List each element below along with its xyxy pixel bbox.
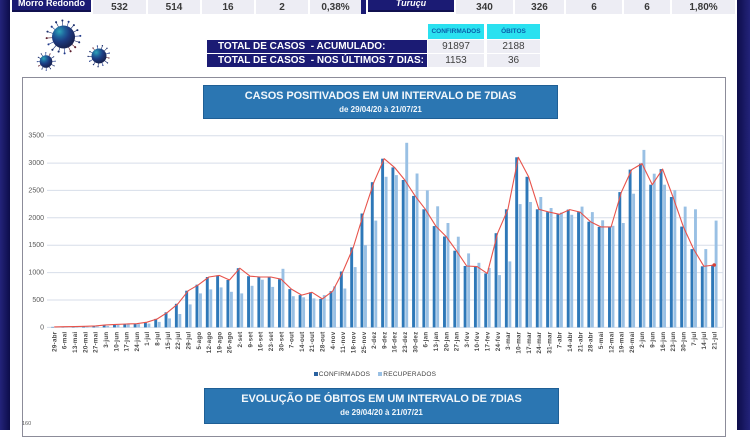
svg-text:15-jul: 15-jul <box>165 332 172 350</box>
svg-text:13-jan: 13-jan <box>433 332 440 352</box>
svg-text:11-nov: 11-nov <box>340 331 347 353</box>
svg-text:2-dez: 2-dez <box>371 332 378 349</box>
svg-text:3-mar: 3-mar <box>505 331 512 350</box>
svg-text:6-mai: 6-mai <box>62 332 69 350</box>
svg-text:2-set: 2-set <box>237 332 244 348</box>
svg-text:24-jun: 24-jun <box>134 332 141 352</box>
svg-text:10-jun: 10-jun <box>113 332 120 352</box>
svg-text:2000: 2000 <box>28 215 44 222</box>
svg-text:21-out: 21-out <box>309 332 316 352</box>
svg-text:7-abr: 7-abr <box>557 331 564 348</box>
svg-text:0: 0 <box>40 324 44 331</box>
svg-text:3-fev: 3-fev <box>464 331 471 347</box>
svg-text:17-fev: 17-fev <box>485 331 492 351</box>
svg-text:23-dez: 23-dez <box>402 332 409 353</box>
svg-text:5-mai: 5-mai <box>598 332 605 350</box>
svg-text:9-set: 9-set <box>247 332 254 348</box>
svg-text:22-jul: 22-jul <box>175 332 182 350</box>
svg-text:30-jun: 30-jun <box>681 332 688 352</box>
svg-text:30-set: 30-set <box>278 332 285 352</box>
svg-text:21-abr: 21-abr <box>577 331 584 352</box>
svg-text:14-out: 14-out <box>299 332 306 352</box>
svg-text:8-jul: 8-jul <box>155 332 162 346</box>
svg-text:18-nov: 18-nov <box>351 331 358 353</box>
svg-text:24-fev: 24-fev <box>495 331 502 351</box>
svg-text:14-abr: 14-abr <box>567 331 574 352</box>
svg-text:14-jul: 14-jul <box>701 332 708 350</box>
svg-text:1500: 1500 <box>28 242 44 249</box>
svg-text:3000: 3000 <box>28 160 44 167</box>
svg-text:4-nov: 4-nov <box>330 331 337 349</box>
svg-text:17-mar: 17-mar <box>526 331 533 353</box>
svg-text:28-abr: 28-abr <box>588 331 595 352</box>
svg-text:30-dez: 30-dez <box>412 332 419 353</box>
svg-text:24-mar: 24-mar <box>536 331 543 353</box>
svg-text:25-nov: 25-nov <box>361 331 368 353</box>
svg-text:19-ago: 19-ago <box>216 332 223 354</box>
svg-text:28-out: 28-out <box>320 332 327 352</box>
svg-text:10-mar: 10-mar <box>516 331 523 353</box>
svg-text:6-jan: 6-jan <box>423 332 430 348</box>
svg-text:3500: 3500 <box>28 133 44 140</box>
svg-text:5-ago: 5-ago <box>196 332 203 350</box>
svg-text:12-ago: 12-ago <box>206 332 213 354</box>
svg-text:2-jun: 2-jun <box>639 332 646 348</box>
svg-text:3-jun: 3-jun <box>103 332 110 348</box>
svg-text:7-out: 7-out <box>289 332 296 349</box>
svg-text:21-jul: 21-jul <box>711 332 718 350</box>
svg-text:29-abr: 29-abr <box>51 331 58 352</box>
svg-text:23-jun: 23-jun <box>670 332 677 352</box>
svg-text:9-jun: 9-jun <box>650 332 657 348</box>
svg-text:16-dez: 16-dez <box>392 332 399 353</box>
svg-text:19-mai: 19-mai <box>619 332 626 353</box>
svg-text:7-jul: 7-jul <box>691 332 698 346</box>
svg-text:26-mai: 26-mai <box>629 332 636 353</box>
svg-text:17-jun: 17-jun <box>124 332 131 352</box>
svg-text:2500: 2500 <box>28 187 44 194</box>
svg-text:26-ago: 26-ago <box>227 332 234 354</box>
svg-text:16-jun: 16-jun <box>660 332 667 352</box>
svg-text:29-jul: 29-jul <box>186 332 193 350</box>
svg-text:1000: 1000 <box>28 270 44 277</box>
svg-text:27-jan: 27-jan <box>454 332 461 352</box>
svg-text:31-mar: 31-mar <box>546 331 553 353</box>
svg-text:9-dez: 9-dez <box>381 332 388 349</box>
svg-text:20-mai: 20-mai <box>82 332 89 353</box>
svg-text:13-mai: 13-mai <box>72 332 79 353</box>
svg-text:500: 500 <box>32 297 44 304</box>
svg-text:16-set: 16-set <box>258 332 265 352</box>
svg-text:12-mai: 12-mai <box>608 332 615 353</box>
svg-text:23-set: 23-set <box>268 332 275 352</box>
svg-text:27-mai: 27-mai <box>93 332 100 353</box>
svg-text:1-jul: 1-jul <box>144 332 151 346</box>
svg-text:20-jan: 20-jan <box>443 332 450 352</box>
svg-text:10-fev: 10-fev <box>474 331 481 351</box>
